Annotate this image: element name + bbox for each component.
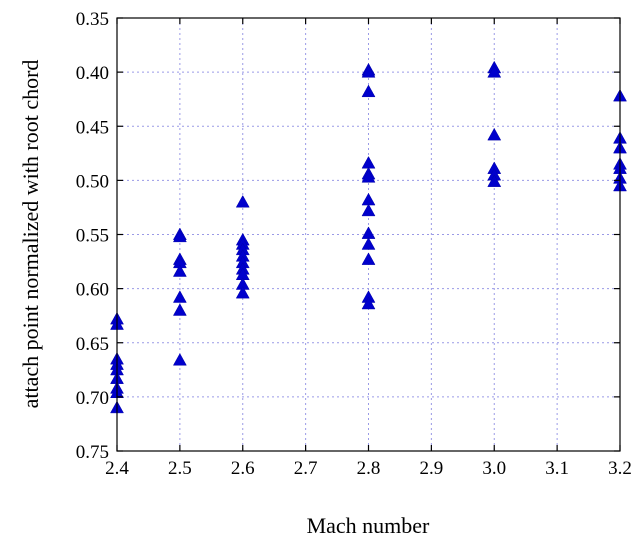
data-point-triangle (172, 264, 187, 277)
data-point-triangle (235, 195, 250, 208)
y-tick-label: 0.65 (76, 334, 109, 355)
data-point-triangle (235, 285, 250, 299)
y-tick-labels: 0.35 0.40 0.45 0.50 0.55 0.60 0.65 0.70 0.75 (76, 9, 109, 463)
y-tick-label: 0.60 (76, 280, 109, 301)
data-point-triangle (487, 65, 502, 78)
x-tick-label: 3.0 (482, 458, 506, 479)
data-point-triangle (361, 170, 376, 183)
data-point-triangle (361, 237, 376, 250)
data-point-triangle (172, 353, 187, 366)
data-point-triangle (361, 192, 376, 206)
x-tick-label: 2.5 (168, 458, 192, 479)
x-tick-label: 3.1 (545, 458, 569, 479)
y-tick-label: 0.35 (76, 9, 109, 30)
y-tick-label: 0.45 (76, 117, 109, 138)
axis-ticks (116, 17, 621, 452)
x-tick-label: 2.6 (231, 458, 255, 479)
x-axis-label: Mach number (307, 513, 430, 538)
x-tick-label: 2.8 (357, 458, 381, 479)
data-point-triangle (487, 174, 502, 187)
x-tick-label: 2.7 (294, 458, 318, 479)
x-tick-label: 2.4 (105, 458, 129, 479)
x-tick-label: 2.9 (420, 458, 444, 479)
data-point-triangle (361, 156, 376, 169)
data-point-triangle (361, 226, 376, 239)
data-point-triangle (361, 252, 376, 265)
y-tick-label: 0.55 (76, 226, 109, 247)
x-tick-label: 3.2 (608, 458, 632, 479)
y-axis-label: attach point normalized with root chord (18, 60, 43, 409)
y-tick-label: 0.50 (76, 171, 109, 192)
x-tick-labels: 2.4 2.5 2.6 2.7 2.8 2.9 3.0 3.1 3.2 (105, 458, 632, 479)
data-point-triangle (487, 127, 502, 141)
data-point-triangle (361, 296, 376, 310)
data-point-triangle (361, 203, 376, 217)
data-point-triangle (172, 303, 187, 316)
y-tick-label: 0.75 (76, 442, 109, 463)
y-tick-label: 0.40 (76, 63, 109, 84)
data-point-triangle (361, 65, 376, 78)
y-tick-label: 0.70 (76, 388, 109, 409)
data-point-triangle (172, 290, 187, 303)
data-point-triangle (361, 84, 376, 98)
data-point-triangle (172, 229, 187, 243)
